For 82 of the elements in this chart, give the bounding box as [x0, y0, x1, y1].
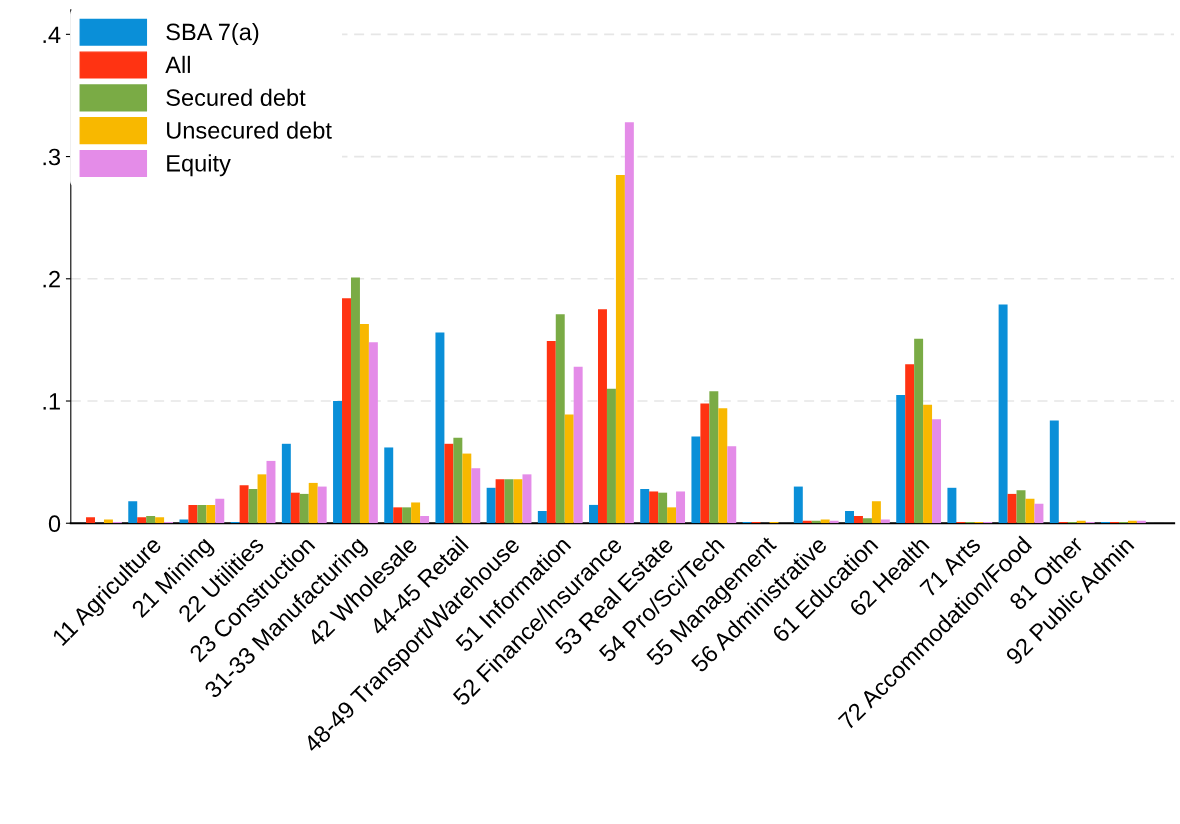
bar: [350, 277, 360, 524]
bar: [420, 515, 430, 524]
bar: [624, 122, 634, 524]
y-tick-label: .3: [43, 148, 61, 166]
bar: [1016, 490, 1026, 524]
bar: [359, 324, 369, 524]
legend-label: Secured debt: [166, 88, 306, 106]
bar: [853, 515, 863, 524]
bar: [896, 394, 906, 524]
bar: [649, 491, 659, 524]
bar: [86, 517, 95, 524]
bar: [384, 447, 394, 524]
bar: [197, 504, 207, 524]
bar: [1034, 503, 1044, 524]
bar: [546, 341, 556, 524]
bar: [411, 502, 421, 524]
legend-label: SBA 7(a): [166, 23, 259, 45]
bar: [862, 518, 872, 524]
bar: [718, 408, 728, 524]
bar: [155, 517, 165, 524]
bar: [299, 493, 309, 524]
bar: [206, 504, 216, 524]
bar: [667, 507, 677, 524]
y-tick-label: .4: [43, 26, 61, 43]
bar: [444, 443, 454, 524]
bar: [471, 468, 481, 524]
y-tick-label: 0: [48, 515, 61, 533]
bar: [495, 479, 505, 524]
bar: [317, 486, 327, 524]
bar: [462, 453, 472, 524]
bar: [606, 388, 616, 524]
bar: [615, 174, 625, 524]
bar: [368, 342, 378, 524]
bar: [248, 489, 258, 524]
bar: [333, 401, 343, 524]
bar: [435, 332, 445, 524]
bar: [700, 403, 710, 524]
bar: [914, 338, 924, 524]
bar: [239, 485, 249, 524]
bar: [393, 507, 403, 524]
bar: [137, 517, 147, 524]
bar: [564, 414, 574, 524]
bar: [947, 487, 957, 524]
bar: [402, 507, 412, 524]
bar: [453, 437, 463, 524]
bar: [215, 498, 225, 524]
bar: [598, 309, 607, 524]
bar: [504, 479, 514, 524]
bar: [727, 446, 737, 524]
bar: [709, 391, 719, 524]
bar: [691, 436, 701, 524]
y-tick-label: .1: [43, 393, 60, 410]
bar: [998, 304, 1008, 524]
bar: [522, 474, 532, 524]
bar: [257, 474, 267, 524]
bar: [793, 486, 803, 524]
bar: [281, 443, 291, 524]
bar: [640, 489, 650, 524]
legend-label: Equity: [167, 154, 231, 177]
bar: [923, 404, 933, 524]
bar: [555, 314, 565, 524]
bar: [308, 482, 318, 524]
bar: [537, 511, 547, 524]
bar: [146, 515, 156, 524]
bar: [932, 419, 942, 524]
bar: [128, 501, 138, 524]
bar: [676, 491, 686, 524]
bar: [1007, 493, 1017, 524]
bar: [342, 298, 351, 524]
legend-label: Unsecured debt: [167, 121, 332, 139]
bar: [589, 504, 598, 524]
bar: [188, 504, 198, 524]
legend-label: All: [165, 55, 190, 73]
bar: [871, 501, 881, 524]
y-tick-label: .2: [43, 270, 60, 288]
bar: [573, 366, 583, 524]
bar: [290, 492, 300, 524]
bar: [486, 487, 496, 524]
bar: [658, 492, 668, 524]
bar: [845, 511, 854, 524]
bar: [1049, 420, 1059, 524]
bar: [905, 364, 915, 524]
